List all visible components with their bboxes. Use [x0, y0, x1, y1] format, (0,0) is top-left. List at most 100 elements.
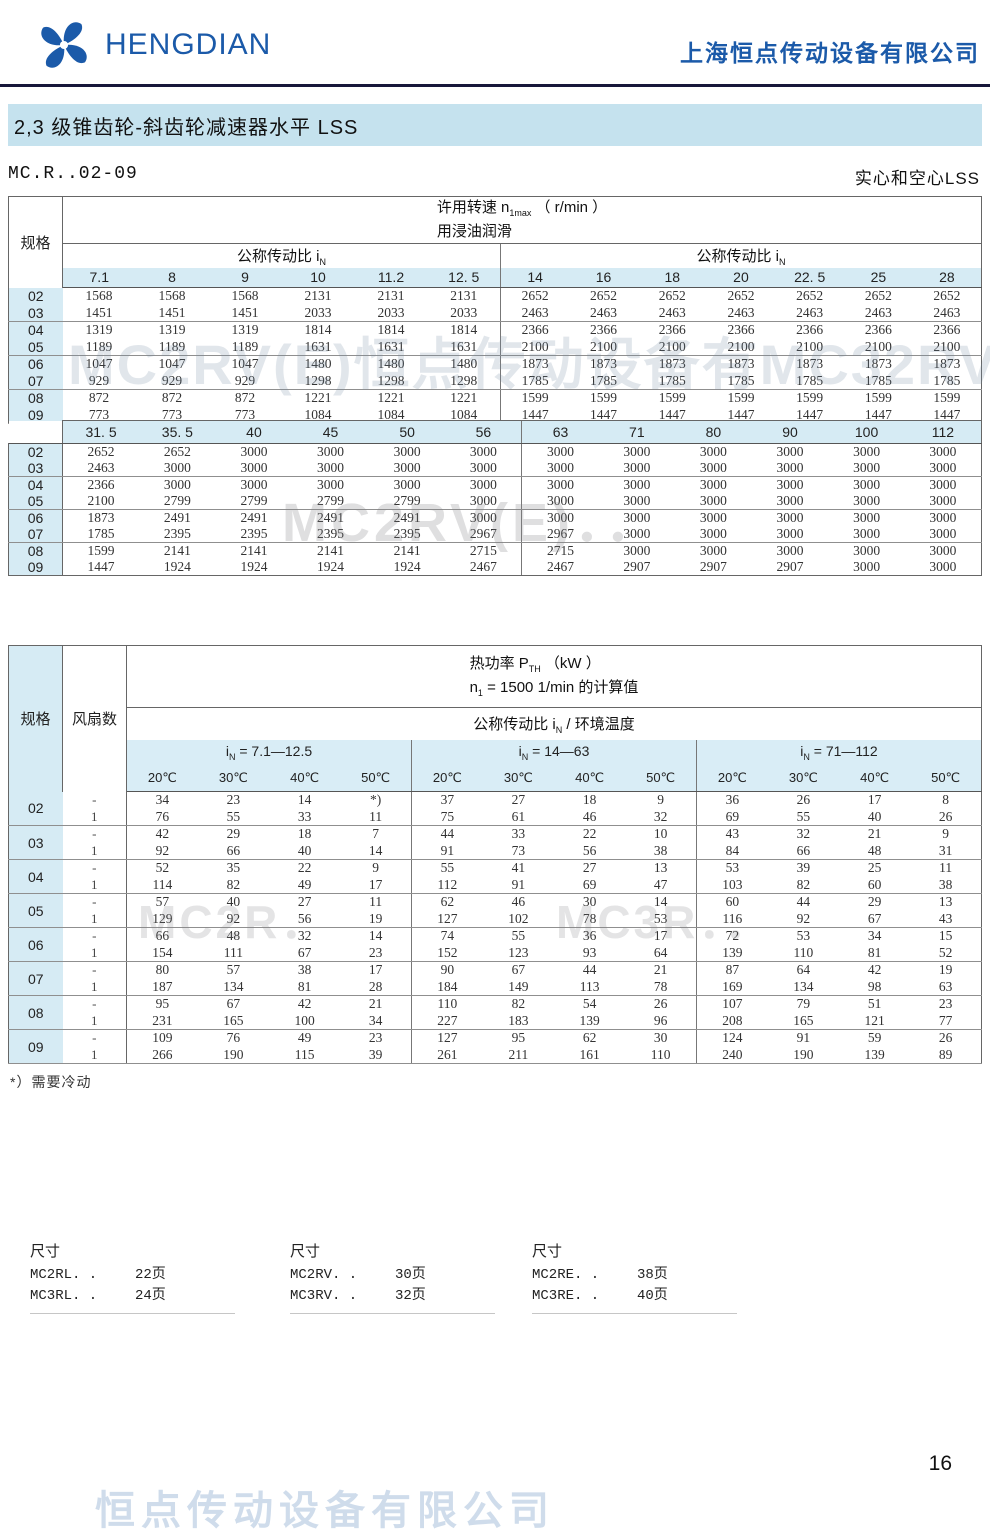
- value-cell: 3000: [828, 493, 905, 510]
- value-cell: 1873: [658, 356, 686, 372]
- value-cell: 78: [554, 910, 626, 928]
- dimension-links-block: 尺寸 MC2RE. . 38页 MC3RE. . 40页: [532, 1240, 737, 1314]
- fan-count-cell: 1: [62, 910, 127, 928]
- value-cell: 154: [126, 944, 198, 962]
- value-cell: 74: [410, 927, 483, 945]
- value-cell: 2395: [368, 526, 446, 543]
- value-cell: 3000: [598, 443, 676, 460]
- value-cell: 32: [297, 928, 312, 944]
- value-cell: 1785: [500, 372, 570, 390]
- value-cell: 89: [910, 1046, 982, 1064]
- value-cell: 2652: [590, 288, 618, 304]
- value-cell: 32: [625, 808, 697, 826]
- fan-count-cell: 1: [62, 1046, 127, 1064]
- ratio-header-cell: 56: [445, 420, 522, 444]
- value-cell: 21: [653, 962, 668, 978]
- table-row: 03 1451 1451 1451 2033 2033 2033 2463 2463 2463 24…: [8, 304, 982, 322]
- value-cell: 2366: [658, 322, 686, 338]
- value-cell: 1785: [637, 372, 707, 390]
- value-cell: 66: [155, 928, 170, 944]
- value-cell: 46: [511, 894, 526, 910]
- ratio-header-cell: 20: [706, 267, 776, 288]
- dimension-title: 尺寸: [30, 1243, 61, 1260]
- value-cell: 1047: [85, 356, 113, 372]
- ratio-header-cell: 10: [281, 267, 355, 288]
- value-cell: 14: [653, 894, 668, 910]
- value-cell: 10: [653, 826, 668, 842]
- value-cell: 14: [368, 928, 383, 944]
- value-cell: 92: [126, 842, 198, 860]
- fan-count-cell: -: [62, 893, 127, 911]
- value-cell: 161: [554, 1046, 626, 1064]
- value-cell: 1814: [450, 322, 478, 338]
- ratio-header-cell: 50: [368, 420, 446, 444]
- value-cell: 51: [867, 996, 882, 1012]
- value-cell: 124: [695, 1029, 768, 1047]
- value-cell: 1599: [500, 389, 570, 407]
- value-cell: 3000: [598, 526, 676, 543]
- ratio-header-cell: 8: [135, 267, 209, 288]
- value-cell: 134: [767, 978, 839, 996]
- ratio-header-cell: 9: [208, 267, 282, 288]
- value-cell: 1189: [208, 338, 282, 356]
- value-cell: 44: [410, 825, 483, 843]
- value-cell: 3000: [699, 510, 727, 525]
- spec-column-header: 规格: [8, 645, 63, 792]
- value-cell: 187: [126, 978, 198, 996]
- fan-count-column-header: 风扇数: [62, 645, 127, 792]
- value-cell: 11: [340, 808, 412, 826]
- ratio-header-cell: 100: [828, 420, 905, 444]
- value-cell: 11: [369, 894, 383, 910]
- value-cell: 266: [126, 1046, 198, 1064]
- value-cell: 3000: [853, 543, 881, 558]
- value-cell: 14: [340, 842, 412, 860]
- value-cell: 1298: [281, 372, 355, 390]
- value-cell: 3000: [699, 543, 727, 558]
- value-cell: 3000: [751, 443, 829, 460]
- table-row: 05- 57 40 27 11 62 46 30 14 60 44 29 13: [8, 893, 982, 928]
- value-cell: 1873: [87, 510, 115, 525]
- value-cell: 2799: [215, 493, 293, 510]
- temperature-header-cell: 40℃: [269, 765, 341, 792]
- fan-count-cell: -: [62, 1029, 127, 1047]
- temperature-header-cell: 40℃: [839, 765, 911, 792]
- value-cell: 1319: [158, 322, 186, 338]
- value-cell: 2100: [637, 338, 707, 356]
- value-cell: 92: [197, 910, 269, 928]
- value-cell: 64: [796, 962, 811, 978]
- value-cell: 42: [867, 962, 882, 978]
- value-cell: 2366: [500, 321, 570, 339]
- value-cell: 2131: [304, 288, 332, 304]
- spec-cell: 02: [8, 287, 63, 305]
- value-cell: 13: [938, 894, 953, 910]
- value-cell: 1631: [281, 338, 355, 356]
- value-cell: 19: [938, 962, 953, 978]
- brand-name: HENGDIAN: [105, 28, 272, 61]
- value-cell: 1785: [912, 372, 982, 390]
- value-cell: 1599: [727, 390, 755, 406]
- value-cell: 26: [653, 996, 668, 1012]
- value-cell: 2715: [469, 543, 497, 558]
- value-cell: 38: [910, 876, 982, 894]
- value-cell: 1568: [158, 288, 186, 304]
- table-row: 05 2100 2799 2799 2799 2799 3000 3000 3000 3000 30…: [8, 493, 982, 510]
- value-cell: 3000: [904, 460, 982, 477]
- value-cell: 929: [208, 372, 282, 390]
- value-cell: 39: [340, 1046, 412, 1064]
- value-cell: 1599: [796, 390, 824, 406]
- table-row: 04 2366 3000 3000 3000 3000 3000 3000 3000 3000 30…: [8, 476, 982, 493]
- dimension-link: MC3RV. . 32页: [290, 1288, 426, 1304]
- ratio-header-cell: 11.2: [354, 267, 428, 288]
- value-cell: 1480: [450, 356, 478, 372]
- table-row: 04- 52 35 22 9 55 41 27 13 53 39 25 11: [8, 859, 982, 894]
- value-cell: 14: [297, 792, 312, 808]
- value-cell: 34: [867, 928, 882, 944]
- ratio-header-cell: 18: [637, 267, 707, 288]
- ratio-range-text: = 71—112: [809, 743, 878, 760]
- value-cell: 67: [226, 996, 241, 1012]
- dimension-title: 尺寸: [290, 1243, 321, 1260]
- spec-cell: 09: [8, 1029, 63, 1064]
- value-cell: 3000: [445, 460, 522, 477]
- value-cell: 3000: [240, 477, 268, 492]
- spec-cell: 07: [8, 961, 63, 996]
